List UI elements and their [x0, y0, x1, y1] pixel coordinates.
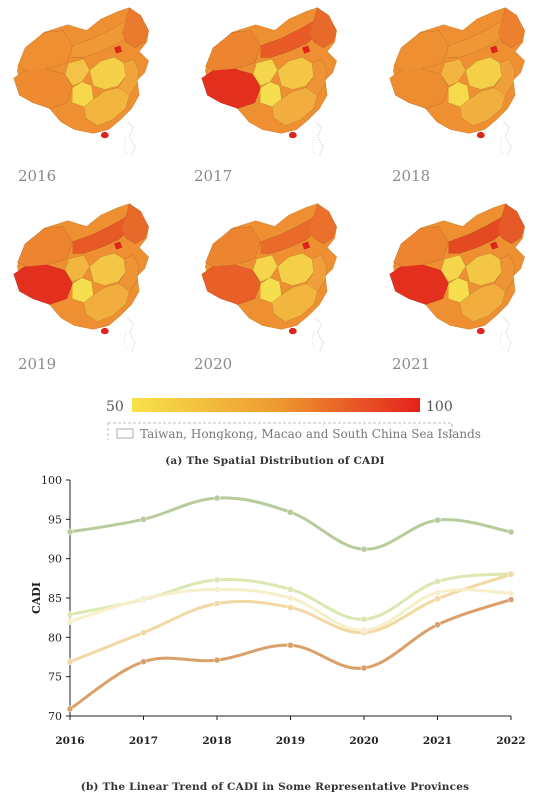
data-point-qinghai	[434, 595, 441, 603]
data-point-shanghai	[66, 618, 74, 625]
map-2017	[201, 7, 337, 157]
year-label-2021: 2021	[392, 355, 430, 373]
x-tick-label: 2016	[55, 735, 84, 747]
data-point-tibet	[213, 656, 221, 664]
data-point-tibet	[507, 596, 515, 603]
scale-min-label: 50	[106, 399, 124, 415]
data-point-qinghai	[287, 604, 294, 611]
map-2021	[389, 203, 525, 353]
map-2016	[13, 7, 149, 157]
scale-max-label: 100	[426, 399, 453, 415]
x-tick-label: 2021	[423, 735, 452, 747]
data-point-tianjin	[434, 578, 441, 585]
y-tick-label: 70	[48, 710, 62, 723]
data-point-tianjin	[360, 615, 368, 623]
data-point-beijing	[66, 528, 74, 536]
caption-panel-a: (a) The Spatial Distribution of CADI	[165, 455, 385, 467]
data-point-tianjin	[287, 586, 294, 593]
data-point-shanghai	[507, 590, 515, 597]
chart-axes: 70 75 80 85 90 95 100 2016 2017 2018 2019 2020 2021 2…	[30, 474, 526, 747]
data-point-beijing	[434, 516, 441, 524]
y-axis-label: CADI	[30, 582, 43, 614]
x-tick-label: 2019	[276, 735, 305, 747]
y-tick-label: 85	[48, 592, 62, 605]
data-point-shanghai	[140, 595, 147, 603]
y-tick-label: 80	[48, 631, 62, 644]
data-point-tibet	[287, 641, 294, 649]
data-point-beijing	[287, 509, 294, 516]
color-scale-bar	[132, 398, 420, 412]
y-tick-label: 95	[48, 513, 62, 526]
x-tick-label: 2018	[202, 735, 231, 747]
map-2018	[389, 7, 525, 157]
data-point-beijing	[360, 545, 368, 553]
data-point-tibet	[140, 658, 147, 665]
data-point-tianjin	[66, 611, 74, 618]
year-label-2020: 2020	[194, 355, 232, 373]
data-point-tibet	[66, 705, 74, 713]
y-tick-label: 100	[41, 474, 62, 487]
map-panel: 2016 2017 2018 2019 2020 2021 50 100 Tai…	[13, 7, 525, 440]
data-point-shanghai	[287, 594, 294, 602]
x-tick-label: 2020	[349, 735, 378, 747]
chart-series	[66, 494, 515, 713]
y-tick-label: 90	[48, 553, 62, 566]
data-point-tibet	[434, 621, 441, 628]
x-tick-label: 2022	[496, 735, 525, 747]
inset-legend-box	[107, 422, 453, 440]
data-point-beijing	[213, 494, 221, 502]
data-point-shanghai	[360, 627, 368, 634]
data-point-beijing	[507, 528, 515, 536]
inset-legend-label: Taiwan, Hongkong, Macao and South China …	[140, 427, 481, 440]
year-label-2016: 2016	[18, 167, 56, 185]
map-2020	[201, 203, 337, 353]
data-point-qinghai	[213, 600, 221, 607]
series-line-tibet	[68, 598, 513, 711]
data-point-qinghai	[66, 658, 74, 665]
x-tick-label: 2017	[129, 735, 158, 747]
data-point-qinghai	[507, 571, 515, 578]
series-line-beijing	[68, 496, 513, 551]
year-label-2018: 2018	[392, 167, 430, 185]
inset-legend-swatch	[116, 428, 134, 439]
map-2019	[13, 203, 149, 353]
data-point-shanghai	[434, 589, 441, 596]
y-tick-label: 75	[48, 671, 62, 684]
data-point-beijing	[140, 516, 147, 523]
data-point-tianjin	[213, 576, 221, 584]
line-chart: 70 75 80 85 90 95 100 2016 2017 2018 2019 2020 2021 2…	[30, 474, 526, 747]
caption-panel-b: (b) The Linear Trend of CADI in Some Rep…	[80, 781, 470, 793]
data-point-qinghai	[140, 629, 147, 636]
data-point-shanghai	[213, 586, 221, 593]
year-label-2017: 2017	[194, 167, 232, 185]
year-label-2019: 2019	[18, 355, 56, 373]
data-point-tibet	[360, 664, 368, 672]
